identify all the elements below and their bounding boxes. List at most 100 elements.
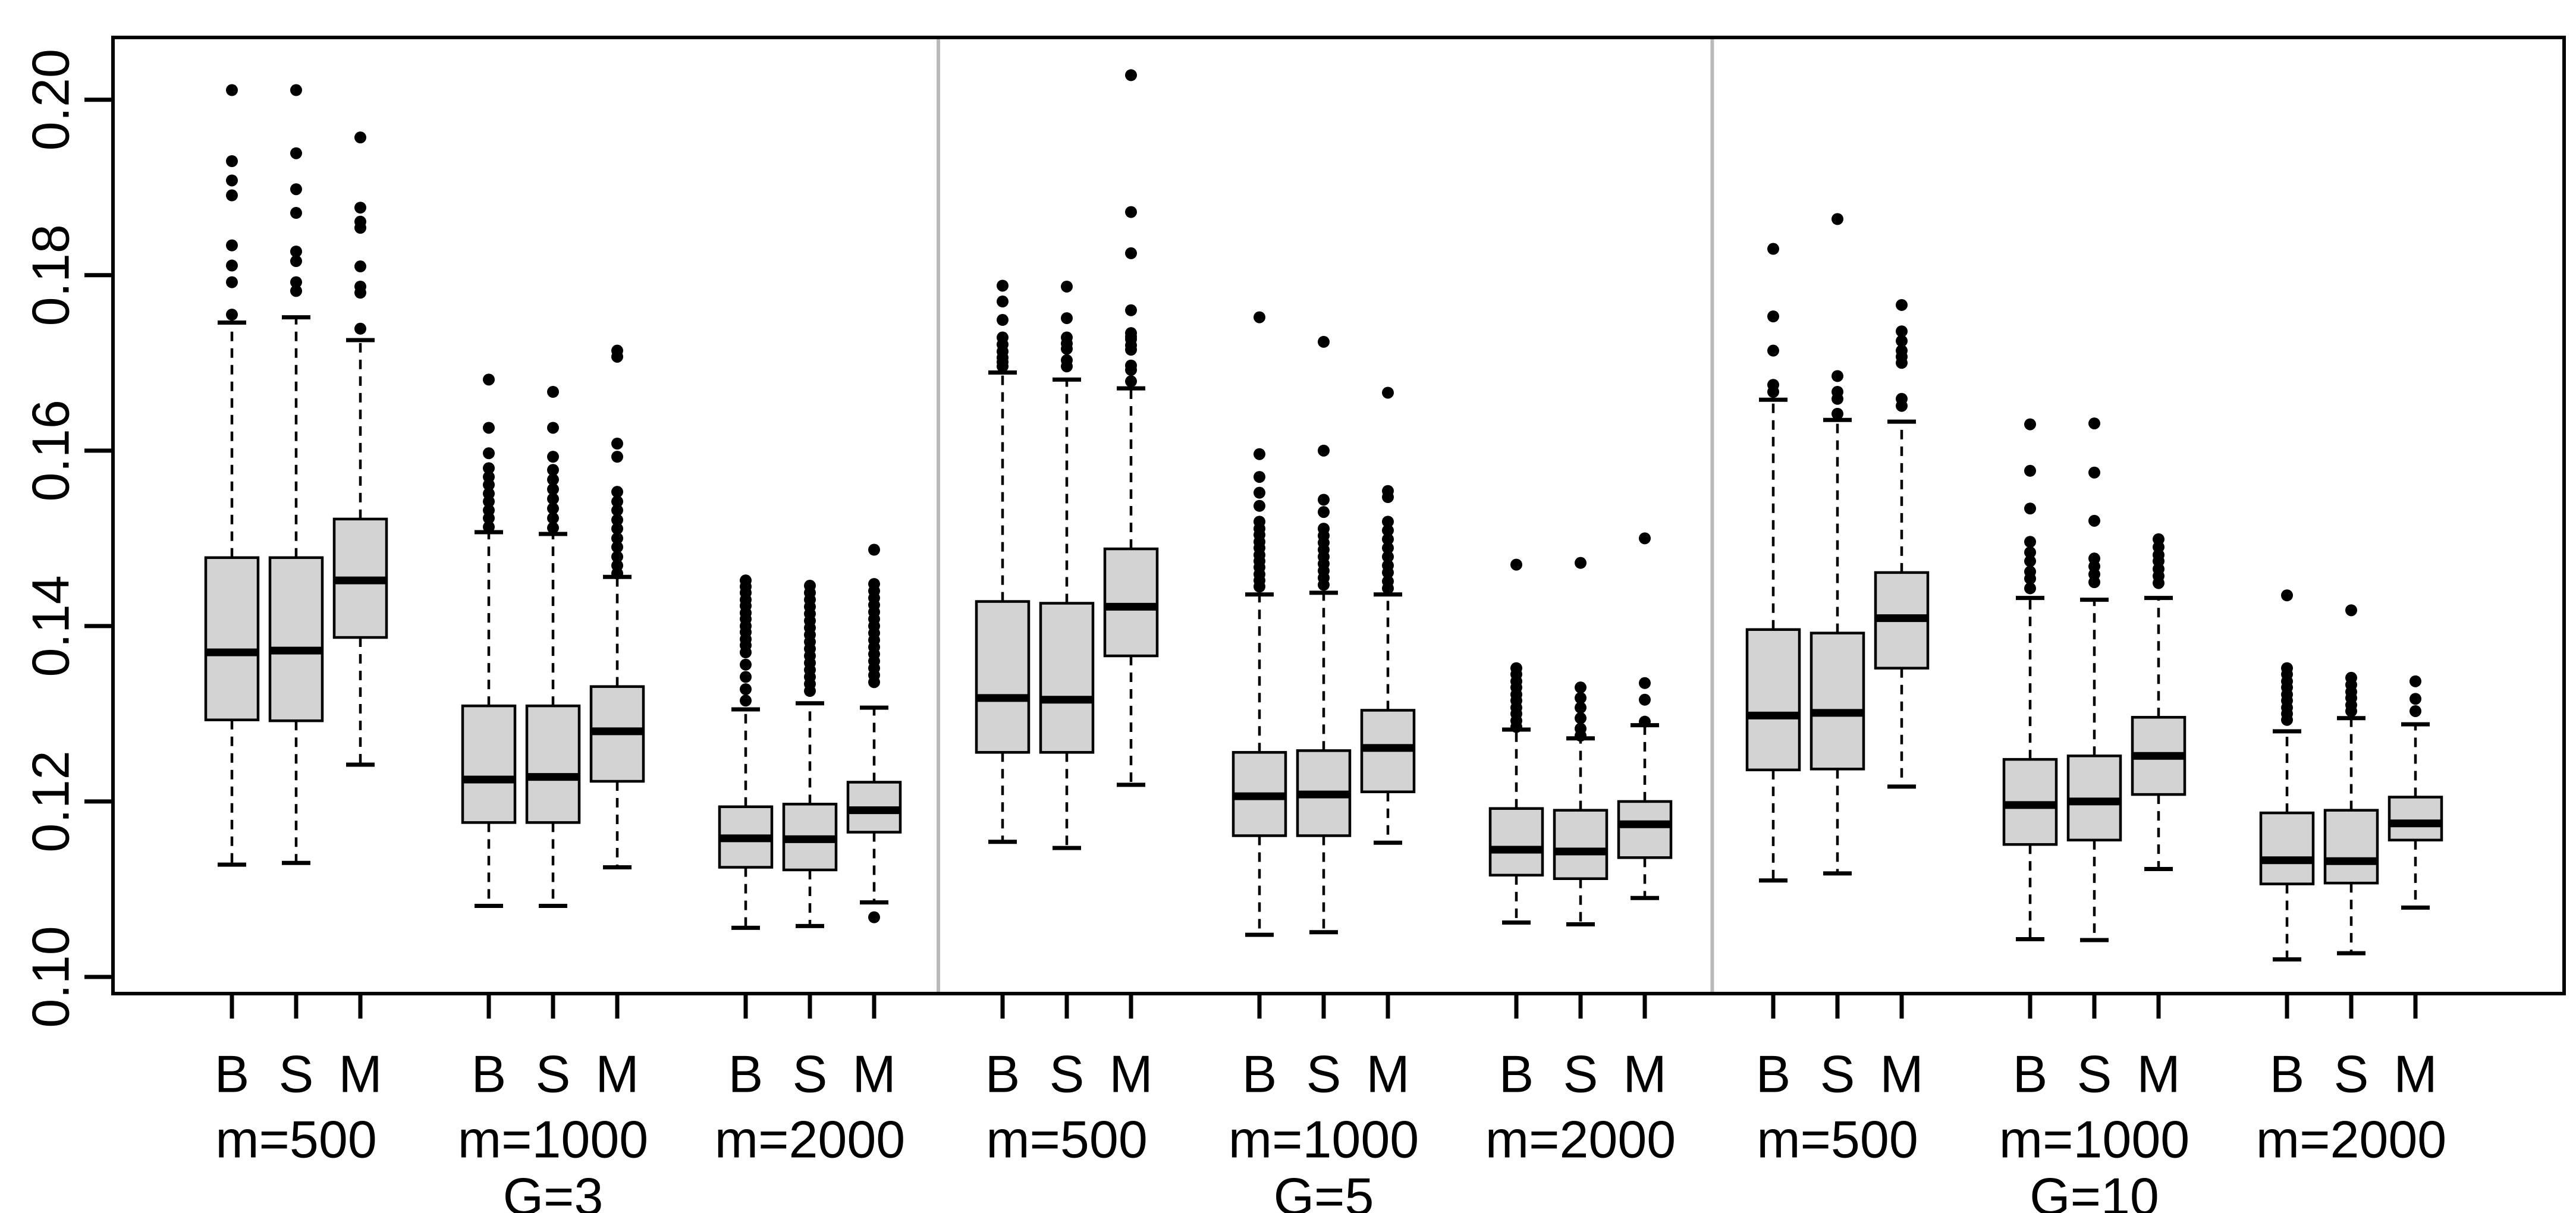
outlier-point — [1254, 486, 1265, 499]
outlier-point — [2024, 464, 2036, 477]
outlier-point — [2409, 693, 2421, 705]
outlier-point — [226, 309, 238, 321]
outlier-point — [1896, 357, 1908, 369]
outlier-point — [547, 502, 559, 515]
outlier-point — [290, 147, 302, 159]
y-axis-tick-label: 0.16 — [21, 400, 80, 501]
outlier-point — [2153, 577, 2165, 589]
outlier-point — [1125, 206, 1137, 218]
outlier-point — [1382, 491, 1394, 504]
iqr-box — [2259, 811, 2315, 885]
outlier-point — [740, 658, 752, 671]
outlier-point — [1125, 69, 1137, 81]
iqr-box — [1617, 800, 1673, 859]
outlier-point — [1061, 280, 1073, 293]
outlier-point — [483, 447, 495, 460]
outlier-point — [2088, 466, 2100, 479]
method-label: M — [595, 1045, 639, 1104]
iqr-box — [268, 556, 324, 722]
group-label: m=1000 — [458, 1110, 648, 1169]
method-label: S — [1306, 1045, 1342, 1104]
outlier-point — [1767, 310, 1779, 323]
method-label: B — [728, 1045, 764, 1104]
box-G=5-m=2000-S: S — [1553, 557, 1609, 1104]
group-label: m=2000 — [1485, 1110, 1676, 1169]
group-label: m=500 — [986, 1110, 1148, 1169]
box-G=10-m=2000-M: M — [2387, 675, 2443, 1104]
outlier-point — [1318, 444, 1330, 457]
outlier-point — [740, 671, 752, 683]
method-label: S — [793, 1045, 828, 1104]
box-G=5-m=500-B: B — [975, 279, 1031, 1104]
outlier-point — [290, 276, 302, 288]
method-label: M — [338, 1045, 382, 1104]
outlier-point — [547, 521, 559, 534]
outlier-point — [290, 84, 302, 96]
box-G=5-m=1000-M: M — [1360, 386, 1416, 1104]
outlier-point — [611, 551, 623, 563]
group-label: m=2000 — [2256, 1110, 2446, 1169]
outlier-point — [547, 512, 559, 524]
outlier-point — [2088, 514, 2100, 527]
box-G=3-m=2000-M: M — [846, 543, 902, 1104]
outlier-point — [290, 207, 302, 219]
outlier-point — [1254, 448, 1265, 460]
y-axis-tick-label: 0.14 — [21, 575, 80, 677]
box-G=3-m=500-M: M — [332, 131, 388, 1104]
outlier-point — [354, 222, 366, 234]
outlier-point — [1318, 579, 1330, 591]
outlier-point — [1767, 243, 1779, 255]
outlier-point — [547, 422, 559, 434]
outlier-point — [547, 492, 559, 505]
outlier-point — [1254, 311, 1265, 323]
outlier-point — [1510, 721, 1522, 733]
outlier-point — [290, 245, 302, 257]
outlier-point — [1767, 344, 1779, 357]
outlier-point — [611, 438, 623, 450]
box-G=10-m=1000-B: B — [2002, 418, 2058, 1104]
outlier-point — [2024, 555, 2036, 567]
outlier-point — [2024, 418, 2036, 430]
outlier-point — [483, 495, 495, 508]
outlier-point — [1896, 335, 1908, 347]
outlier-point — [1639, 715, 1651, 728]
outlier-point — [1061, 360, 1073, 373]
outlier-point — [547, 473, 559, 486]
outlier-point — [1382, 516, 1394, 528]
outlier-point — [483, 462, 495, 474]
outlier-point — [2088, 576, 2100, 589]
iqr-box — [204, 556, 260, 721]
box-G=10-m=2000-S: S — [2323, 604, 2379, 1104]
outlier-point — [1125, 344, 1137, 356]
method-label: M — [852, 1045, 896, 1104]
group-label: m=500 — [215, 1110, 377, 1169]
method-label: S — [2077, 1045, 2112, 1104]
iqr-box — [2323, 809, 2379, 885]
y-axis-tick-label: 0.18 — [21, 224, 80, 326]
outlier-point — [2024, 536, 2036, 548]
outlier-point — [1896, 400, 1908, 412]
iqr-box — [1745, 628, 1801, 772]
box-G=5-m=2000-B: B — [1488, 558, 1544, 1104]
method-label: S — [1050, 1045, 1085, 1104]
box-G=10-m=500-S: S — [1810, 213, 1865, 1104]
method-label: S — [2334, 1045, 2369, 1104]
outlier-point — [2345, 604, 2357, 617]
outlier-point — [804, 685, 816, 697]
method-label: S — [279, 1045, 314, 1104]
method-label: M — [1623, 1045, 1666, 1104]
box-G=5-m=500-S: S — [1039, 280, 1095, 1104]
outlier-point — [740, 695, 752, 707]
outlier-point — [1639, 693, 1651, 706]
iqr-box — [1810, 631, 1865, 771]
outlier-point — [226, 155, 238, 168]
outlier-point — [1382, 582, 1394, 595]
group-label: m=2000 — [715, 1110, 905, 1169]
outlier-point — [1318, 506, 1330, 518]
outlier-point — [1125, 364, 1137, 376]
outlier-point — [1767, 385, 1779, 398]
outlier-point — [1318, 494, 1330, 506]
box-G=10-m=1000-S: S — [2066, 417, 2122, 1104]
box-G=10-m=2000-B: B — [2259, 589, 2315, 1104]
